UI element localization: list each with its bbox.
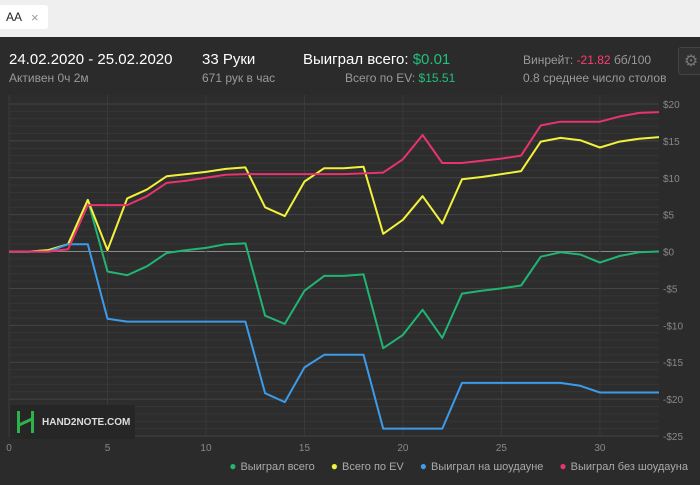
x-tick-label: 30 <box>594 443 606 454</box>
y-tick-label: $20 <box>663 100 680 111</box>
x-tick-label: 5 <box>105 443 111 454</box>
winrate-unit: бб/100 <box>613 53 652 67</box>
y-tick-label: $5 <box>663 211 675 222</box>
winrate-value: -21.82 <box>576 53 611 67</box>
tab-label: AA <box>6 10 23 24</box>
y-tick-label: -$5 <box>663 284 678 295</box>
series-line-3 <box>9 111 660 253</box>
ev-total: Всего по EV: $15.51 <box>345 71 455 85</box>
legend-item-showdown[interactable]: ● Выиграл на шоудауне <box>419 459 544 473</box>
y-tick-label: -$10 <box>663 321 683 332</box>
series-line-2 <box>9 243 659 430</box>
series-line-1 <box>9 136 660 253</box>
legend-item-ev[interactable]: ● Всего по EV <box>330 459 404 473</box>
winrate-label: Винрейт: <box>523 53 574 67</box>
legend-item-non-showdown[interactable]: ● Выиграл без шоудауна <box>559 459 688 473</box>
won-total-value: $0.01 <box>412 51 451 68</box>
y-tick-label: $0 <box>663 248 675 259</box>
logo-icon <box>17 411 34 433</box>
legend-item-won-total[interactable]: ● Выиграл всего <box>229 459 315 473</box>
close-icon[interactable]: × <box>31 9 39 25</box>
tab-bar: AA × <box>0 0 700 37</box>
y-tick-label: $10 <box>663 174 680 185</box>
hands-count: 33 Руки <box>202 51 256 68</box>
x-tick-label: 25 <box>496 443 508 454</box>
y-tick-label: $15 <box>663 137 680 148</box>
ev-value: $15.51 <box>418 71 456 85</box>
gear-icon[interactable]: ⚙ <box>678 47 700 75</box>
hand2note-logo: HAND2NOTE.COM <box>10 405 135 439</box>
tab-aa[interactable]: AA × <box>0 5 48 29</box>
series-line-0 <box>9 198 660 350</box>
y-tick-label: -$25 <box>663 432 683 443</box>
won-total-label: Выиграл всего: <box>303 51 409 68</box>
x-tick-label: 0 <box>6 443 12 454</box>
hands-per-hour: 671 рук в час <box>202 71 276 85</box>
won-total: Выиграл всего: $0.01 <box>303 51 450 68</box>
plot-area <box>9 95 659 436</box>
x-tick-label: 20 <box>397 443 409 454</box>
x-tick-label: 10 <box>200 443 212 454</box>
x-tick-label: 15 <box>299 443 311 454</box>
watermark-text: HAND2NOTE.COM <box>42 416 131 428</box>
legend: ● Выиграл всего ● Всего по EV ● Выиграл на … <box>229 459 688 473</box>
y-tick-label: -$15 <box>663 358 683 369</box>
winrate: Винрейт: -21.82 бб/100 <box>523 53 651 67</box>
avg-tables: 0.8 среднее число столов <box>523 71 667 85</box>
active-time: Активен 0ч 2м <box>9 71 89 85</box>
ev-label: Всего по EV: <box>345 71 416 85</box>
y-tick-label: -$20 <box>663 395 683 406</box>
date-range: 24.02.2020 - 25.02.2020 <box>9 51 173 68</box>
